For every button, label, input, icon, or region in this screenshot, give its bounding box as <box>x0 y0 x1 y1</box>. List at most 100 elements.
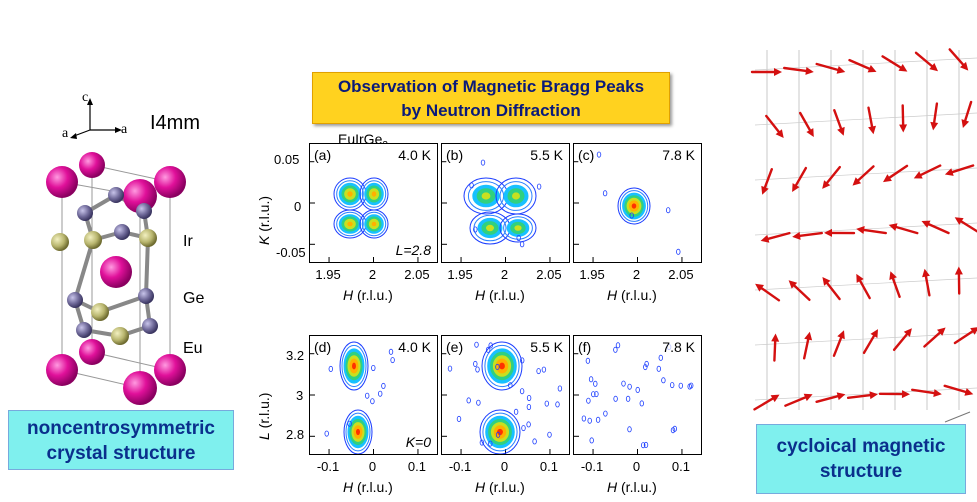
diffraction-title-line2: by Neutron Diffraction <box>401 101 581 120</box>
bottom-x-tick-2-2: 0.1 <box>671 459 690 474</box>
bottom-x-axis-unit-1: (r.l.u.) <box>489 479 525 495</box>
bottom-x-tick-2-1: 0 <box>632 459 641 474</box>
ge-label: Ge <box>183 290 205 307</box>
top-y-tick-0: 0.05 <box>274 152 300 167</box>
spin-arrow <box>899 104 908 133</box>
spin-arrow <box>953 327 977 345</box>
top-x-axis-var-0: H <box>343 287 354 303</box>
top-x-axis-var-1: H <box>475 287 486 303</box>
bottom-x-axis-unit-0: (r.l.u.) <box>357 479 393 495</box>
spin-arrow <box>833 108 845 136</box>
top-plot-2: (c) 7.8 K <box>573 143 702 263</box>
top-x-tick-1-2: 2.05 <box>536 267 562 282</box>
spin-arrow <box>889 271 901 298</box>
top-x-tick-0-2: 2.05 <box>404 267 430 282</box>
axis-c-label: c <box>82 90 89 105</box>
bottom-y-axis-unit: (r.l.u.) <box>256 392 272 429</box>
top-contour-1 <box>442 159 551 262</box>
top-panel-temp-2: 7.8 K <box>662 147 695 163</box>
bottom-x-axis-label-2: H (r.l.u.) <box>607 479 657 495</box>
top-panel-temp-1: 5.5 K <box>530 147 563 163</box>
bottom-x-axis-unit-2: (r.l.u.) <box>621 479 657 495</box>
spin-arrow <box>881 55 908 72</box>
eu-label: Eu <box>183 340 203 357</box>
spin-arrow <box>755 283 781 302</box>
top-panel-temp-0: 4.0 K <box>398 147 431 163</box>
top-y-axis-unit: (r.l.u.) <box>256 195 272 232</box>
spin-arrow <box>803 331 813 360</box>
bottom-row-note: K=0 <box>405 434 431 450</box>
spin-arrow <box>867 106 876 135</box>
top-x-tick-2-1: 2 <box>632 267 641 282</box>
bottom-panel-tag-1: (e) <box>446 339 464 355</box>
bottom-x-tick-1-2: 0.1 <box>539 459 558 474</box>
spin-arrow <box>852 165 875 186</box>
top-row-note: L=2.8 <box>395 242 431 258</box>
top-y-tick-2: -0.05 <box>276 245 306 260</box>
spin-arrow <box>883 164 909 183</box>
spin-arrow <box>815 392 846 403</box>
spin-arrow <box>954 217 977 233</box>
bottom-x-axis-var-2: H <box>607 479 618 495</box>
spin-arrow <box>771 333 780 362</box>
top-panel-tag-1: (b) <box>446 147 464 163</box>
spin-arrow <box>822 277 841 301</box>
spin-arrow <box>753 394 780 411</box>
spin-arrow <box>750 68 782 76</box>
bottom-contour-1 <box>442 341 563 454</box>
bottom-x-tick-0-2: 0.1 <box>407 459 426 474</box>
magnetic-caption-line2: structure <box>819 461 903 482</box>
top-x-axis-unit-1: (r.l.u.) <box>489 287 525 303</box>
magnetic-caption-line1: cycloical magnetic <box>776 436 946 457</box>
top-contour-0 <box>310 161 419 262</box>
spin-arrow <box>784 393 813 407</box>
spin-arrow <box>760 231 791 243</box>
spin-arrow <box>856 273 871 300</box>
magnetic-structure-diagram <box>750 48 977 423</box>
spin-arrow <box>878 390 910 399</box>
bottom-plot-1: (e) 5.5 K <box>441 335 570 455</box>
spin-arrow <box>824 228 856 237</box>
bottom-y-tick-2: 2.8 <box>286 427 305 442</box>
bottom-x-axis-label-1: H (r.l.u.) <box>475 479 525 495</box>
bottom-plot-2: (f) 7.8 K <box>573 335 702 455</box>
spin-arrow <box>910 388 942 397</box>
bottom-y-tick-0: 3.2 <box>286 348 305 363</box>
diffraction-title-box: Observation of Magnetic Bragg Peaks by N… <box>312 72 670 124</box>
spin-arrow <box>930 102 939 131</box>
top-panel-tag-0: (a) <box>314 147 332 163</box>
top-x-axis-label-0: H (r.l.u.) <box>343 287 393 303</box>
axis-a2-label: a <box>121 122 128 137</box>
spin-arrow <box>921 220 950 235</box>
crystal-caption-line1: noncentrosymmetric <box>27 418 215 439</box>
top-x-axis-label-1: H (r.l.u.) <box>475 287 525 303</box>
top-x-axis-unit-0: (r.l.u.) <box>357 287 393 303</box>
spin-arrow <box>913 164 942 179</box>
bottom-contour-0 <box>310 341 419 454</box>
top-contour-2 <box>574 151 683 262</box>
spin-arrow <box>799 111 814 137</box>
spin-arrow <box>783 66 814 75</box>
top-plot-1: (b) 5.5 K <box>441 143 570 263</box>
spin-arrow <box>923 327 946 348</box>
bottom-x-tick-0-0: -0.1 <box>316 459 340 474</box>
bottom-x-axis-var-0: H <box>343 479 354 495</box>
spin-arrow <box>832 330 845 357</box>
top-x-tick-0-1: 2 <box>368 267 377 282</box>
spin-arrow <box>792 166 808 192</box>
magnetic-caption-box: cycloical magnetic structure <box>756 424 966 494</box>
spin-arrow <box>862 329 878 355</box>
bottom-x-axis-label-0: H (r.l.u.) <box>343 479 393 495</box>
top-plot-0: (a) 4.0 K L=2.8 <box>309 143 438 263</box>
spin-arrow <box>948 48 969 71</box>
top-x-tick-2-0: 1.95 <box>579 267 605 282</box>
crystal-caption-line2: crystal structure <box>46 443 196 464</box>
spin-arrow <box>922 268 931 297</box>
spin-arrow <box>892 328 912 351</box>
bottom-x-tick-2-0: -0.1 <box>580 459 604 474</box>
bottom-x-tick-0-1: 0 <box>368 459 377 474</box>
spin-arrow <box>914 51 938 72</box>
bottom-panel-tag-2: (f) <box>578 339 592 355</box>
spin-arrow <box>856 226 888 235</box>
top-x-tick-2-2: 2.05 <box>668 267 694 282</box>
